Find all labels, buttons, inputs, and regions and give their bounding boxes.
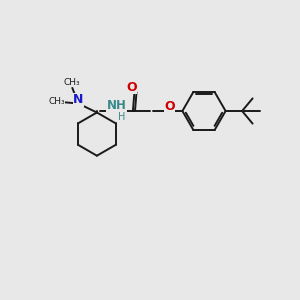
Text: NH: NH (106, 99, 126, 112)
Text: O: O (164, 100, 175, 113)
Text: CH₃: CH₃ (48, 97, 65, 106)
Text: O: O (126, 81, 137, 94)
Text: CH₃: CH₃ (64, 78, 81, 87)
Text: H: H (118, 112, 125, 122)
Text: N: N (73, 93, 83, 106)
